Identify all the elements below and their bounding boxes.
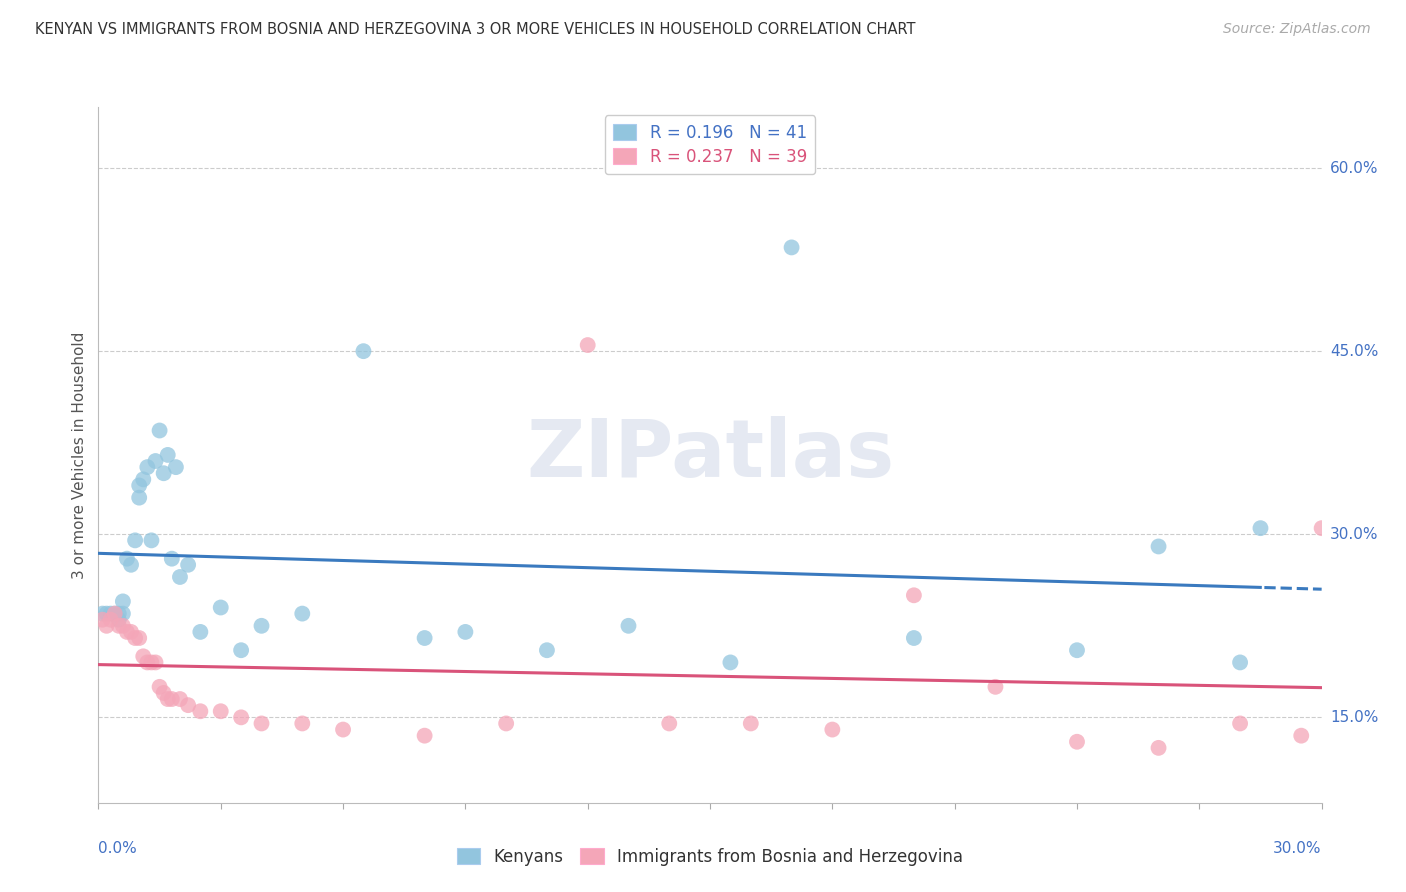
Text: ZIPatlas: ZIPatlas: [526, 416, 894, 494]
Point: [165, 460, 187, 475]
Point: [169, 692, 191, 706]
Point: [1291, 729, 1313, 743]
Point: [1229, 716, 1251, 731]
Point: [495, 716, 517, 731]
Point: [576, 338, 599, 352]
Point: [136, 460, 159, 475]
Point: [454, 624, 477, 639]
Point: [128, 491, 150, 505]
Text: 15.0%: 15.0%: [1330, 710, 1378, 725]
Point: [91, 613, 114, 627]
Point: [413, 631, 436, 645]
Point: [124, 631, 146, 645]
Point: [188, 704, 212, 718]
Point: [111, 619, 134, 633]
Point: [1229, 656, 1251, 670]
Point: [718, 656, 742, 670]
Point: [149, 680, 172, 694]
Point: [156, 448, 179, 462]
Point: [136, 656, 159, 670]
Point: [352, 344, 374, 359]
Point: [291, 607, 314, 621]
Point: [111, 594, 134, 608]
Point: [132, 472, 155, 486]
Point: [156, 692, 179, 706]
Point: [149, 424, 172, 438]
Text: 45.0%: 45.0%: [1330, 343, 1378, 359]
Point: [124, 533, 146, 548]
Point: [617, 619, 640, 633]
Point: [120, 624, 142, 639]
Point: [1147, 540, 1170, 554]
Point: [160, 692, 183, 706]
Point: [128, 631, 150, 645]
Point: [96, 607, 118, 621]
Point: [132, 649, 155, 664]
Point: [250, 619, 273, 633]
Point: [141, 656, 163, 670]
Point: [96, 619, 118, 633]
Point: [120, 558, 142, 572]
Point: [291, 716, 314, 731]
Text: 60.0%: 60.0%: [1330, 161, 1378, 176]
Point: [209, 704, 232, 718]
Point: [111, 607, 134, 621]
Point: [903, 631, 925, 645]
Y-axis label: 3 or more Vehicles in Household: 3 or more Vehicles in Household: [72, 331, 87, 579]
Point: [1310, 521, 1333, 535]
Point: [740, 716, 762, 731]
Point: [115, 624, 138, 639]
Point: [169, 570, 191, 584]
Legend: Kenyans, Immigrants from Bosnia and Herzegovina: Kenyans, Immigrants from Bosnia and Herz…: [449, 839, 972, 874]
Point: [108, 619, 131, 633]
Point: [128, 478, 150, 492]
Text: 30.0%: 30.0%: [1274, 841, 1322, 856]
Point: [104, 607, 127, 621]
Point: [536, 643, 558, 657]
Point: [100, 613, 122, 627]
Point: [413, 729, 436, 743]
Point: [209, 600, 232, 615]
Point: [250, 716, 273, 731]
Text: Source: ZipAtlas.com: Source: ZipAtlas.com: [1223, 22, 1371, 37]
Point: [145, 656, 167, 670]
Point: [1147, 740, 1170, 755]
Point: [104, 607, 127, 621]
Point: [984, 680, 1007, 694]
Point: [1066, 643, 1088, 657]
Text: 0.0%: 0.0%: [98, 841, 138, 856]
Point: [177, 558, 200, 572]
Point: [145, 454, 167, 468]
Text: 30.0%: 30.0%: [1330, 527, 1378, 541]
Point: [658, 716, 681, 731]
Point: [903, 588, 925, 602]
Point: [821, 723, 844, 737]
Point: [188, 624, 212, 639]
Point: [1249, 521, 1271, 535]
Point: [108, 607, 131, 621]
Point: [231, 643, 253, 657]
Point: [332, 723, 354, 737]
Point: [115, 551, 138, 566]
Point: [141, 533, 163, 548]
Point: [177, 698, 200, 713]
Point: [152, 467, 174, 481]
Point: [91, 607, 114, 621]
Point: [100, 607, 122, 621]
Point: [160, 551, 183, 566]
Point: [1066, 735, 1088, 749]
Text: KENYAN VS IMMIGRANTS FROM BOSNIA AND HERZEGOVINA 3 OR MORE VEHICLES IN HOUSEHOLD: KENYAN VS IMMIGRANTS FROM BOSNIA AND HER…: [35, 22, 915, 37]
Point: [231, 710, 253, 724]
Point: [780, 240, 803, 254]
Point: [152, 686, 174, 700]
Point: [108, 613, 131, 627]
